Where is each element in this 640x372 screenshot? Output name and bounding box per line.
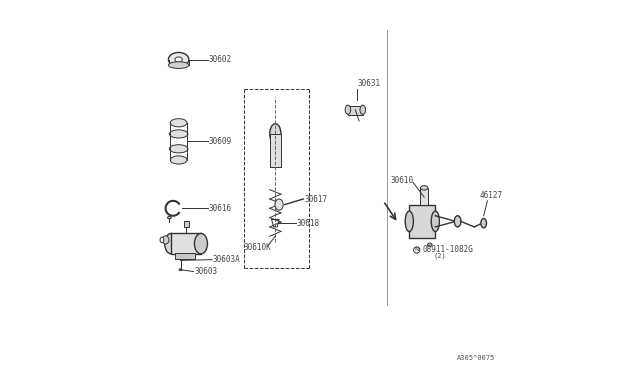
Ellipse shape <box>270 124 281 144</box>
Ellipse shape <box>170 145 188 153</box>
Text: 30602: 30602 <box>209 55 232 64</box>
Ellipse shape <box>168 62 189 68</box>
Ellipse shape <box>179 269 182 271</box>
Ellipse shape <box>163 236 169 244</box>
Text: 30609: 30609 <box>209 137 232 146</box>
Text: 30631: 30631 <box>357 79 380 88</box>
Ellipse shape <box>168 52 189 67</box>
Ellipse shape <box>360 105 365 115</box>
Ellipse shape <box>454 216 461 227</box>
Bar <box>270 134 281 167</box>
Ellipse shape <box>481 219 486 228</box>
Text: A305^0075: A305^0075 <box>456 355 495 361</box>
Bar <box>175 253 195 259</box>
Ellipse shape <box>170 130 188 138</box>
Text: 30603: 30603 <box>195 267 218 276</box>
Text: 08911-1082G: 08911-1082G <box>422 246 473 254</box>
Ellipse shape <box>195 234 207 254</box>
Ellipse shape <box>405 211 413 231</box>
Text: N: N <box>414 247 419 253</box>
Ellipse shape <box>345 105 351 115</box>
Bar <box>172 233 201 254</box>
Text: 46127: 46127 <box>480 191 503 200</box>
Ellipse shape <box>175 57 182 62</box>
Text: 30610K: 30610K <box>244 243 271 252</box>
Ellipse shape <box>160 237 164 243</box>
Bar <box>420 188 428 205</box>
Bar <box>410 205 435 238</box>
Ellipse shape <box>420 186 428 190</box>
Ellipse shape <box>275 199 283 210</box>
Ellipse shape <box>164 234 178 254</box>
Text: 30610: 30610 <box>390 176 414 185</box>
Text: (2): (2) <box>433 253 446 259</box>
Ellipse shape <box>428 243 432 247</box>
Ellipse shape <box>170 119 187 127</box>
Text: 30616: 30616 <box>209 204 232 213</box>
Bar <box>184 221 189 227</box>
Ellipse shape <box>431 211 440 231</box>
Bar <box>348 106 363 115</box>
Ellipse shape <box>170 156 187 164</box>
Text: 30603A: 30603A <box>213 255 241 264</box>
Text: 30617: 30617 <box>305 195 328 203</box>
Text: 30618: 30618 <box>297 219 320 228</box>
Ellipse shape <box>168 217 172 219</box>
